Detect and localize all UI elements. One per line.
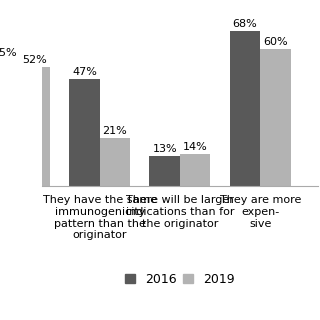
Bar [20,68,50,186]
Legend: 2016, 2019: 2016, 2019 [119,267,241,292]
Bar [0,60,20,186]
Bar [149,156,180,186]
Text: 21%: 21% [103,126,127,136]
Text: 47%: 47% [72,67,97,76]
Text: 55%: 55% [0,48,17,58]
Text: 14%: 14% [183,141,208,151]
Bar [69,79,100,186]
Text: 13%: 13% [152,144,177,154]
Bar [260,49,291,186]
Text: 52%: 52% [22,55,47,65]
Text: 68%: 68% [233,19,257,29]
Bar [100,138,130,186]
Bar [180,154,211,186]
Text: 60%: 60% [263,37,288,47]
Bar [230,31,260,186]
